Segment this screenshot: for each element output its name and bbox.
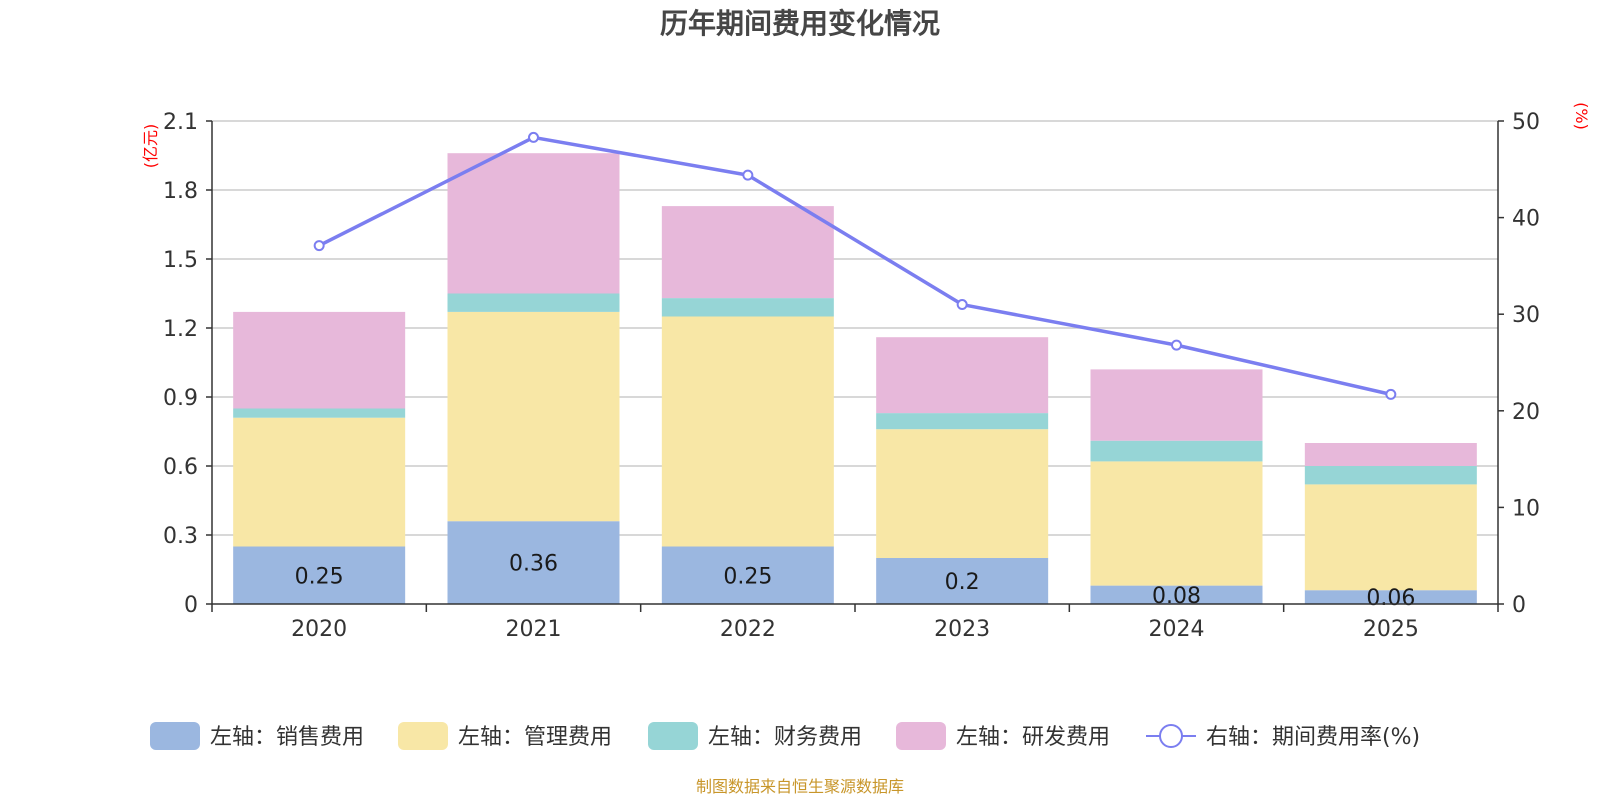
- bar-value-label: 0.2: [945, 570, 980, 595]
- bar-value-label: 0.25: [723, 564, 772, 589]
- legend-label: 右轴：期间费用率(%): [1206, 725, 1420, 750]
- x-tick-label: 2022: [720, 617, 776, 642]
- right-tick-label: 40: [1512, 207, 1540, 232]
- x-tick-label: 2023: [934, 617, 990, 642]
- right-axis-unit: (%): [1572, 102, 1591, 130]
- right-tick-label: 30: [1512, 303, 1540, 328]
- left-tick-label: 0.9: [163, 386, 198, 411]
- bar-segment: [1304, 443, 1477, 466]
- legend-label: 左轴：销售费用: [210, 725, 364, 750]
- right-tick-label: 10: [1512, 496, 1540, 521]
- legend: 左轴：销售费用 左轴：管理费用 左轴：财务费用 左轴：研发费用 右轴：期间费用率(%): [150, 722, 1420, 750]
- left-tick-label: 2.1: [163, 110, 198, 135]
- rate-point: [1385, 388, 1397, 400]
- legend-label: 左轴：管理费用: [458, 725, 612, 750]
- bar-segment: [661, 206, 834, 299]
- rate-point: [313, 240, 325, 252]
- left-tick-label: 0.6: [163, 455, 198, 480]
- bar-segment: [876, 558, 1049, 604]
- rate-point: [956, 299, 968, 311]
- bars: [233, 153, 1477, 604]
- bar-segment: [233, 417, 406, 547]
- rate-line: [313, 131, 1397, 400]
- bar-segment: [661, 546, 834, 604]
- x-tick-label: 2024: [1149, 617, 1205, 642]
- legend-marker: [1159, 724, 1183, 748]
- legend-label: 左轴：财务费用: [708, 725, 862, 750]
- bar-segment: [1090, 585, 1263, 604]
- x-tick-label: 2021: [506, 617, 562, 642]
- bar-segment: [1090, 369, 1263, 441]
- legend-swatch: [398, 722, 448, 750]
- right-tick-label: 50: [1512, 110, 1540, 135]
- bar-value-label: 0.08: [1152, 584, 1201, 609]
- bar-segment: [233, 546, 406, 604]
- bar-segment: [876, 337, 1049, 414]
- bar-segment: [447, 293, 620, 312]
- bar-segment: [876, 413, 1049, 430]
- bar-value-label: 0.25: [295, 564, 344, 589]
- bar-segment: [447, 521, 620, 604]
- rate-point: [1171, 339, 1182, 351]
- rate-point: [528, 131, 539, 143]
- right-tick-label: 0: [1512, 593, 1526, 618]
- bar-segment: [661, 298, 834, 317]
- bar-segment: [1304, 590, 1477, 604]
- bar-segment: [1090, 440, 1263, 462]
- bar-segment: [233, 408, 406, 418]
- x-tick-label: 2020: [291, 617, 347, 642]
- bar-value-label: 0.36: [509, 552, 558, 577]
- bar-segment: [1304, 466, 1477, 485]
- chart-title: 历年期间费用变化情况: [660, 7, 940, 40]
- left-tick-label: 0: [184, 593, 198, 618]
- legend-label: 左轴：研发费用: [956, 725, 1110, 750]
- bar-segment: [876, 429, 1049, 558]
- left-tick-label: 1.5: [163, 248, 198, 273]
- left-axis-unit: (亿元): [141, 124, 160, 169]
- right-tick-label: 20: [1512, 400, 1540, 425]
- left-tick-label: 0.3: [163, 524, 198, 549]
- bar-segment: [233, 311, 406, 409]
- axes: 0 0.3 0.6 0.9 1.2 1.5 1.8 2.1 0 10 20 30 40 50 2020 202…: [163, 110, 1540, 642]
- x-tick-label: 2025: [1363, 617, 1419, 642]
- left-tick-label: 1.2: [163, 317, 198, 342]
- rate-point: [742, 169, 754, 181]
- source-note: 制图数据来自恒生聚源数据库: [696, 777, 904, 796]
- legend-swatch: [150, 722, 200, 750]
- legend-swatch: [648, 722, 698, 750]
- bar-segment: [661, 316, 834, 547]
- bar-segment: [1090, 461, 1263, 586]
- legend-swatch: [896, 722, 946, 750]
- bar-value-label: 0.06: [1366, 586, 1415, 611]
- rate-line-path: [318, 135, 1392, 397]
- bar-segment: [447, 311, 620, 522]
- bar-labels: 0.25 0.36 0.25 0.2 0.08 0.06: [295, 552, 1416, 612]
- left-tick-label: 1.8: [163, 179, 198, 204]
- bar-segment: [1304, 484, 1477, 591]
- bar-segment: [447, 153, 620, 294]
